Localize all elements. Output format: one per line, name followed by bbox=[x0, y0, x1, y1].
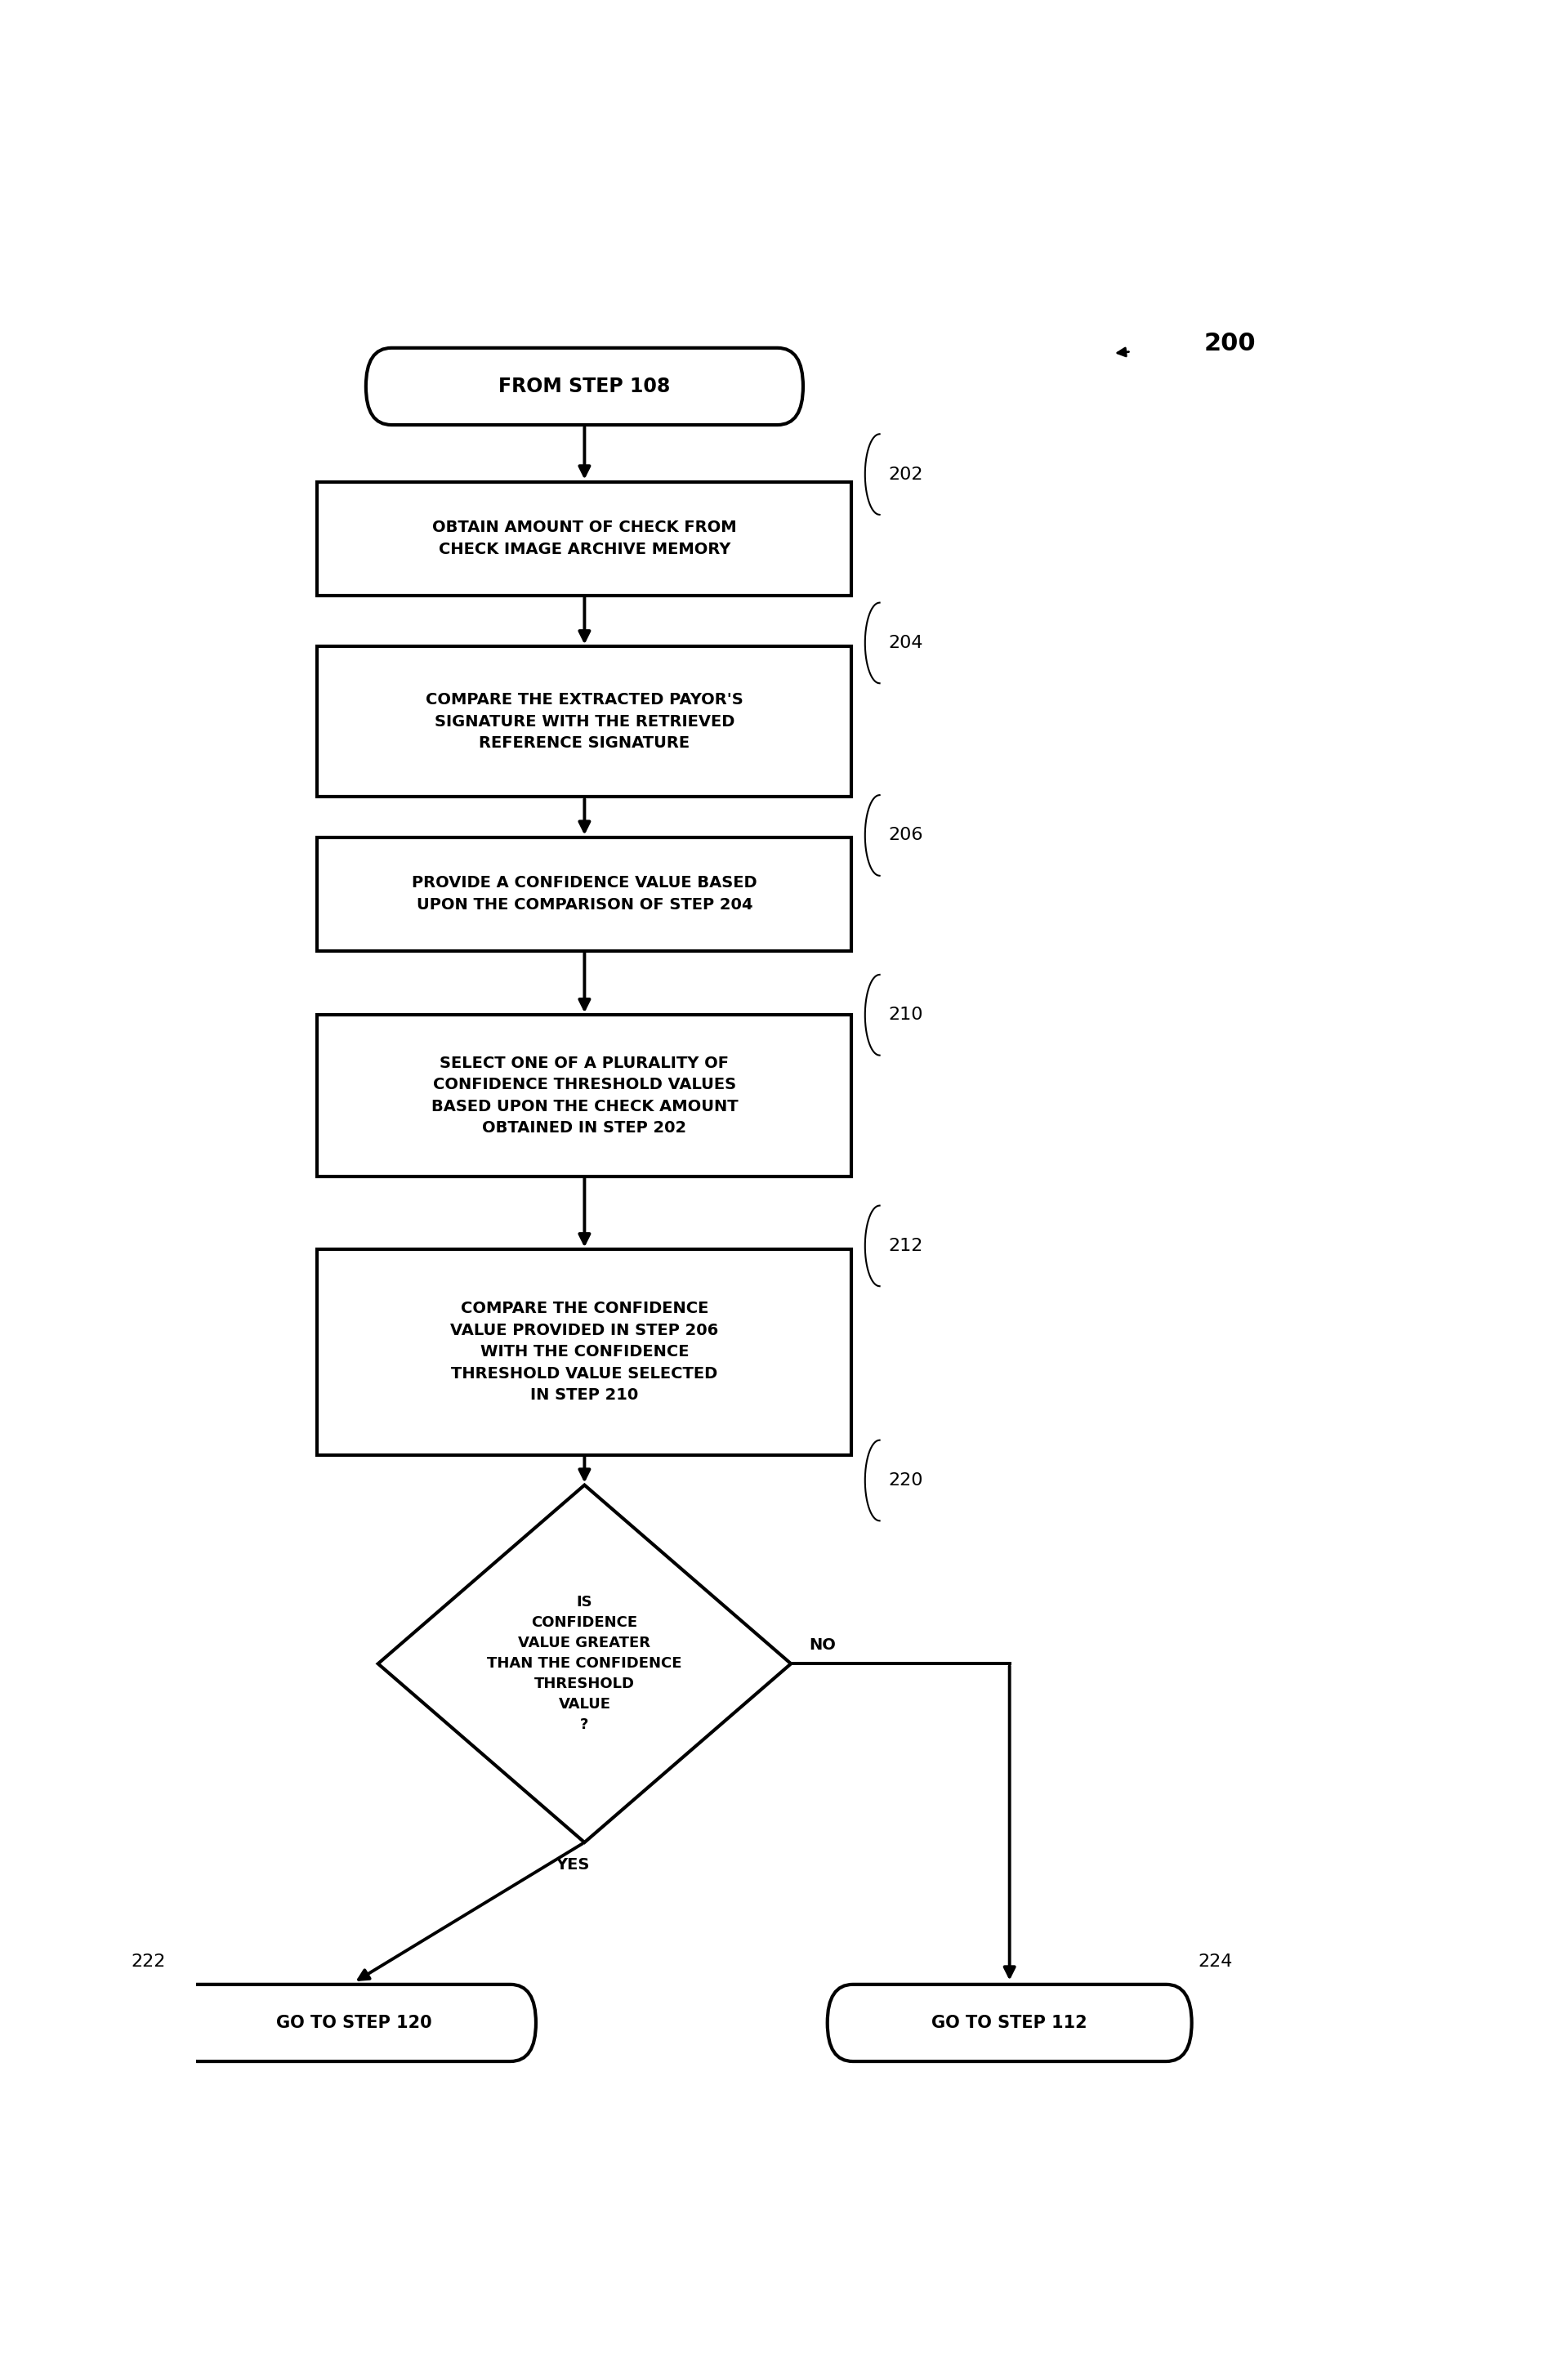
Text: GO TO STEP 120: GO TO STEP 120 bbox=[276, 2016, 431, 2030]
Text: 222: 222 bbox=[132, 1954, 166, 1971]
Text: 200: 200 bbox=[1203, 331, 1255, 355]
FancyBboxPatch shape bbox=[317, 481, 852, 595]
Text: 220: 220 bbox=[888, 1473, 923, 1488]
FancyBboxPatch shape bbox=[317, 647, 852, 797]
Text: YES: YES bbox=[555, 1856, 589, 1873]
Text: IS
CONFIDENCE
VALUE GREATER
THAN THE CONFIDENCE
THRESHOLD
VALUE
?: IS CONFIDENCE VALUE GREATER THAN THE CON… bbox=[487, 1595, 682, 1733]
Text: GO TO STEP 112: GO TO STEP 112 bbox=[932, 2016, 1087, 2030]
FancyBboxPatch shape bbox=[827, 1985, 1192, 2061]
Text: SELECT ONE OF A PLURALITY OF
CONFIDENCE THRESHOLD VALUES
BASED UPON THE CHECK AM: SELECT ONE OF A PLURALITY OF CONFIDENCE … bbox=[431, 1054, 738, 1135]
Text: 212: 212 bbox=[888, 1238, 923, 1254]
Text: OBTAIN AMOUNT OF CHECK FROM
CHECK IMAGE ARCHIVE MEMORY: OBTAIN AMOUNT OF CHECK FROM CHECK IMAGE … bbox=[432, 519, 736, 557]
Text: 202: 202 bbox=[888, 466, 923, 483]
Text: COMPARE THE EXTRACTED PAYOR'S
SIGNATURE WITH THE RETRIEVED
REFERENCE SIGNATURE: COMPARE THE EXTRACTED PAYOR'S SIGNATURE … bbox=[426, 693, 743, 752]
FancyBboxPatch shape bbox=[172, 1985, 536, 2061]
FancyBboxPatch shape bbox=[367, 347, 804, 426]
Polygon shape bbox=[378, 1485, 791, 1842]
Text: COMPARE THE CONFIDENCE
VALUE PROVIDED IN STEP 206
WITH THE CONFIDENCE
THRESHOLD : COMPARE THE CONFIDENCE VALUE PROVIDED IN… bbox=[450, 1302, 719, 1404]
Text: NO: NO bbox=[809, 1637, 837, 1654]
Text: 210: 210 bbox=[888, 1007, 923, 1023]
FancyBboxPatch shape bbox=[317, 1014, 852, 1176]
FancyBboxPatch shape bbox=[317, 1250, 852, 1454]
Text: 204: 204 bbox=[888, 635, 923, 652]
Text: PROVIDE A CONFIDENCE VALUE BASED
UPON THE COMPARISON OF STEP 204: PROVIDE A CONFIDENCE VALUE BASED UPON TH… bbox=[412, 876, 757, 912]
FancyBboxPatch shape bbox=[317, 838, 852, 952]
Text: FROM STEP 108: FROM STEP 108 bbox=[498, 376, 671, 395]
Text: 206: 206 bbox=[888, 828, 923, 843]
Text: 224: 224 bbox=[1197, 1954, 1232, 1971]
